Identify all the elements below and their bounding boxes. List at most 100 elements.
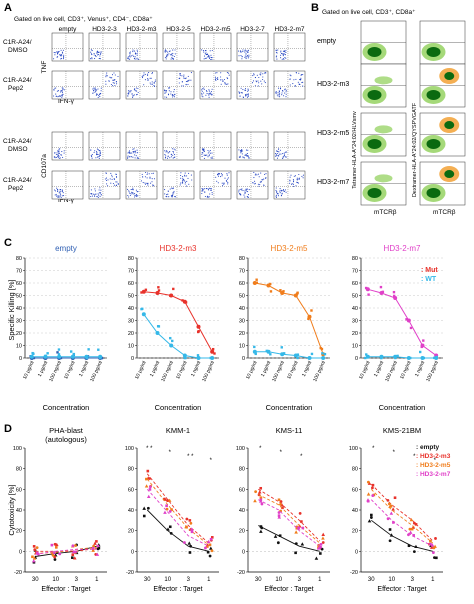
flow-event (182, 85, 185, 87)
flow-event (243, 194, 245, 196)
flow-event (181, 81, 183, 83)
x-tick-label: 3 (411, 577, 415, 583)
flow-event (279, 92, 281, 94)
flow-event (275, 155, 277, 157)
panel-b-xlabel-right: mTCRβ (433, 209, 456, 216)
flow-event (281, 157, 284, 160)
flow-event (275, 194, 277, 196)
y-tick-label: 80 (128, 467, 134, 473)
flow-event (277, 92, 279, 94)
significance-star: * (434, 458, 437, 464)
flow-event (168, 87, 170, 89)
panel-d-ylabel: Cytotoxicity [%] (7, 484, 16, 535)
flow-event (111, 178, 113, 180)
m7-replicate (277, 514, 281, 517)
m5-replicate (254, 490, 258, 494)
flow-event (112, 82, 114, 84)
m5-replicate (74, 544, 77, 547)
cytotoxicity-chart-1: KMM-1 -20 0 20 40 60 80 100 30 10 3 1 Effector : Tar… (125, 426, 219, 593)
flow-event (245, 53, 247, 55)
flow-event (211, 152, 213, 154)
empty-replicate (96, 547, 100, 551)
flow-plot (236, 131, 269, 161)
density-blob-inner (367, 138, 382, 149)
flow-event (141, 176, 144, 178)
flow-event (62, 156, 64, 158)
flow-event (215, 72, 217, 74)
m3-replicate (95, 540, 98, 543)
flow-event (282, 55, 284, 57)
flow-event (242, 51, 244, 53)
flow-event (203, 51, 205, 53)
mut-replicate (172, 287, 175, 291)
flow-event (201, 153, 203, 155)
flow-plot-frame (162, 131, 195, 161)
flow-event (281, 58, 283, 60)
panel-c-xlabel-4: Concentration (379, 403, 426, 412)
flow-event (239, 51, 241, 53)
flow-event (263, 184, 265, 186)
wt-replicate (72, 352, 76, 356)
flow-event (228, 172, 230, 174)
flow-event (57, 154, 59, 156)
flow-event (276, 92, 278, 94)
flow-event (277, 195, 279, 197)
flow-event (239, 188, 241, 190)
flow-event (154, 80, 156, 83)
flow-event (217, 78, 219, 80)
flow-plot (162, 70, 195, 100)
wt-replicate (296, 356, 299, 360)
flow-event (238, 149, 240, 151)
m7-replicate (189, 527, 194, 531)
flow-event (208, 94, 210, 96)
flow-event (165, 195, 167, 197)
flow-event (165, 58, 167, 60)
flow-event (100, 53, 102, 55)
flow-event (147, 79, 150, 81)
flow-event (133, 57, 135, 59)
flow-event (151, 81, 153, 83)
flow-plot-frame (273, 131, 306, 161)
significance-star: * (300, 454, 303, 460)
flow-event (294, 85, 296, 87)
flow-event (128, 190, 130, 192)
flow-event (100, 90, 102, 92)
flow-event (164, 56, 166, 58)
m7-replicate (412, 534, 415, 537)
flow-event (247, 154, 249, 157)
flow-event (96, 52, 98, 54)
flow-event (116, 181, 118, 183)
empty-replicate (142, 514, 146, 518)
m7-replicate (319, 543, 323, 546)
flow-plot (125, 170, 158, 200)
empty-replicate (319, 552, 322, 555)
mut-replicate (296, 291, 299, 294)
flow-event (285, 156, 287, 158)
flow-event (215, 176, 217, 178)
flow-event (144, 79, 146, 81)
m7-replicate (96, 544, 100, 548)
flow-event (295, 78, 297, 80)
flow-event (100, 87, 102, 89)
empty-replicate (259, 529, 263, 533)
flow-plot (125, 70, 158, 100)
flow-event (171, 56, 173, 58)
flow-event (282, 155, 284, 158)
empty-replicate (53, 558, 57, 561)
flow-event (302, 74, 304, 76)
flow-event (244, 94, 247, 96)
flow-event (58, 151, 60, 153)
m3-replicate (93, 541, 97, 545)
empty-replicate (276, 541, 280, 545)
flow-event (91, 193, 93, 195)
y-tick-label: 40 (352, 508, 358, 514)
flow-event (226, 72, 228, 74)
x-tick-label: 10 μg/ml (358, 360, 372, 380)
density-blob-inner (367, 89, 382, 100)
flow-event (129, 54, 131, 56)
flow-event (209, 187, 211, 189)
significance-star: * (413, 454, 416, 460)
flow-event (281, 190, 283, 192)
flow-event (106, 183, 108, 185)
density-plot (419, 63, 466, 108)
